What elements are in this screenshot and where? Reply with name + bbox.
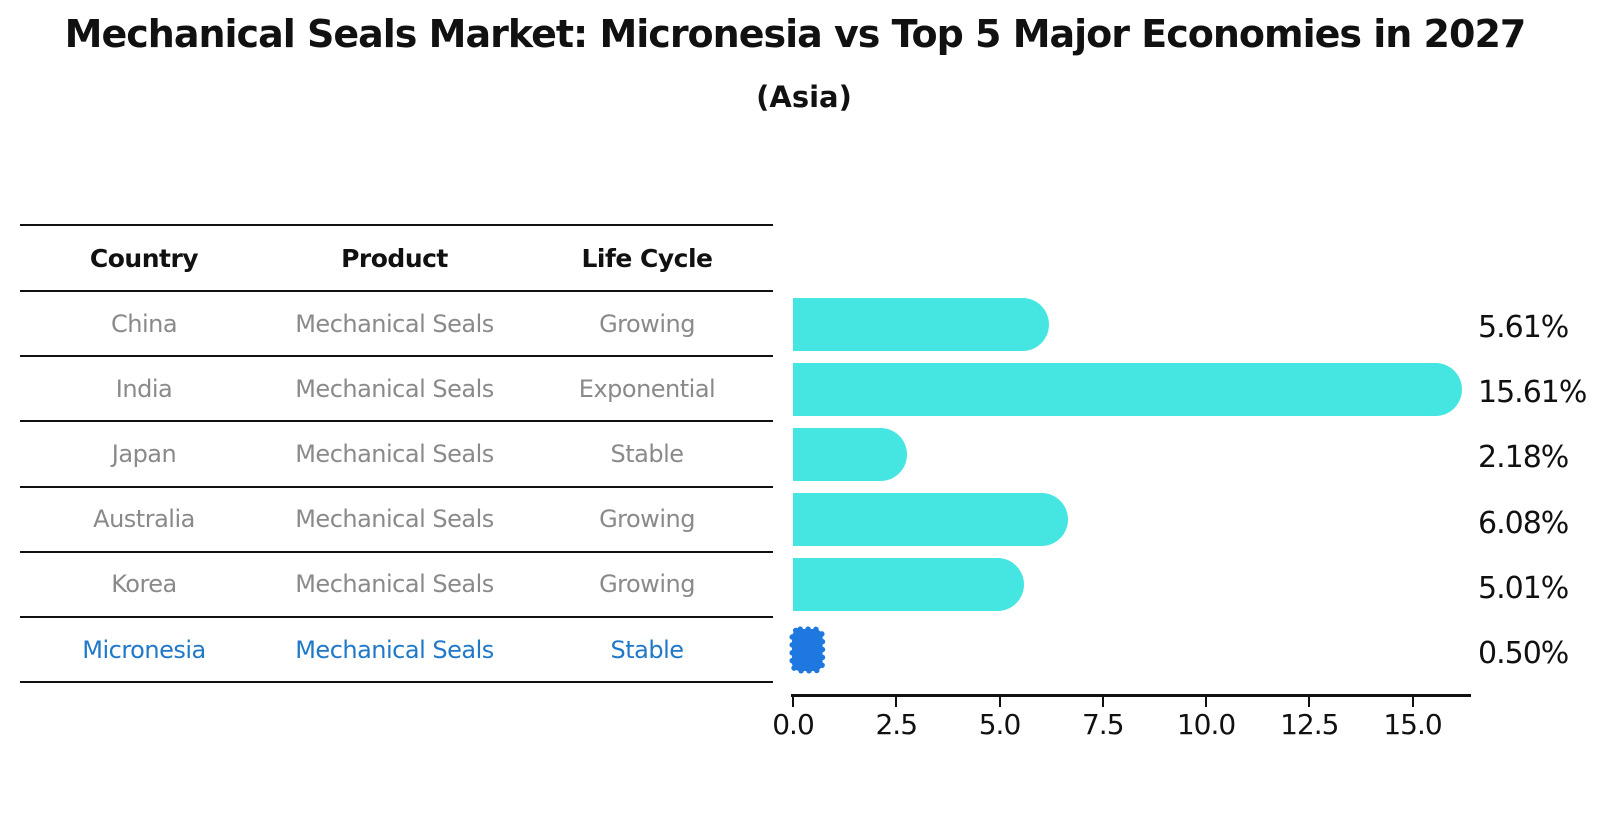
cell-product: Mechanical Seals — [295, 570, 494, 599]
bar-korea — [793, 558, 1024, 612]
page-title: Mechanical Seals Market: Micronesia vs T… — [64, 12, 1527, 56]
cell-product: Mechanical Seals — [295, 505, 494, 534]
header-life-cycle: Life Cycle — [581, 243, 713, 273]
cell-life-cycle: Growing — [599, 309, 695, 338]
cell-product: Mechanical Seals — [295, 635, 494, 664]
header-country: Country — [89, 243, 199, 273]
cell-life-cycle: Stable — [610, 439, 684, 468]
table-row-india: India Mechanical Seals Exponential — [20, 357, 773, 423]
x-tick-0.0 — [792, 697, 794, 707]
value-label-china: 5.61% — [1478, 310, 1569, 345]
cell-country: India — [115, 374, 173, 403]
x-tick-label-2.5: 2.5 — [875, 708, 918, 741]
x-tick-label-15.0: 15.0 — [1383, 708, 1442, 741]
x-tick-label-12.5: 12.5 — [1280, 708, 1339, 741]
value-label-japan: 2.18% — [1478, 440, 1569, 476]
cell-country: China — [110, 309, 178, 338]
cell-country: Micronesia — [82, 635, 206, 664]
x-tick-15.0 — [1411, 697, 1414, 707]
table-row-japan: Japan Mechanical Seals Stable — [20, 422, 773, 488]
x-tick-label-10.0: 10.0 — [1176, 708, 1236, 741]
cell-country: Japan — [111, 439, 177, 468]
x-tick-5.0 — [998, 697, 1001, 707]
value-label-india: 15.61% — [1478, 375, 1587, 411]
x-tick-label-5.0: 5.0 — [978, 708, 1022, 741]
cell-country: Korea — [111, 570, 177, 599]
x-tick-label-0.0: 0.0 — [772, 708, 815, 741]
table-row-korea: Korea Mechanical Seals Growing — [20, 553, 773, 618]
cell-life-cycle: Growing — [599, 505, 695, 534]
header-product: Product — [341, 243, 448, 273]
bar-japan — [793, 427, 908, 481]
x-tick-12.5 — [1308, 697, 1311, 707]
x-tick-label-7.5: 7.5 — [1081, 708, 1125, 741]
cell-country: Australia — [93, 505, 195, 534]
cell-product: Mechanical Seals — [295, 309, 494, 338]
bar-micronesia — [789, 626, 826, 674]
x-tick-2.5 — [895, 697, 898, 707]
value-label-micronesia: 0.50% — [1478, 636, 1569, 671]
cell-life-cycle: Exponential — [578, 374, 716, 403]
table-row-australia: Australia Mechanical Seals Growing — [20, 488, 773, 553]
table-row-china: China Mechanical Seals Growing — [20, 292, 773, 358]
cell-product: Mechanical Seals — [295, 439, 494, 468]
table-header-row: Country Product Life Cycle — [20, 226, 773, 292]
cell-life-cycle: Growing — [599, 570, 695, 599]
cell-life-cycle: Stable — [610, 635, 684, 664]
x-tick-10.0 — [1205, 697, 1207, 707]
value-label-australia: 6.08% — [1478, 505, 1569, 541]
cell-product: Mechanical Seals — [295, 374, 494, 403]
bar-australia — [793, 493, 1069, 547]
x-axis-line — [791, 694, 1471, 697]
bar-china — [793, 297, 1049, 351]
bar-india — [793, 362, 1462, 416]
table-row-micronesia: Micronesia Mechanical Seals Stable — [20, 618, 773, 684]
country-table: Country Product Life Cycle China Mechani… — [20, 224, 773, 684]
value-label-korea: 5.01% — [1478, 570, 1569, 606]
page-subtitle: (Asia) — [756, 80, 852, 114]
x-tick-7.5 — [1101, 697, 1104, 707]
